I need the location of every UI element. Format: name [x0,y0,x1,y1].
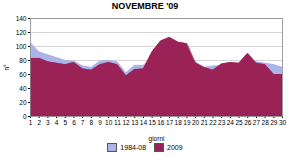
html-text:2009: 2009 [167,144,183,151]
svg-text:16: 16 [157,119,165,126]
svg-text:27: 27 [253,119,261,126]
svg-text:20: 20 [192,119,200,126]
svg-text:40: 40 [19,85,27,92]
svg-text:14: 14 [140,119,148,126]
svg-text:29: 29 [270,119,278,126]
svg-text:3: 3 [46,119,50,126]
svg-text:26: 26 [244,119,252,126]
svg-text:1: 1 [29,119,33,126]
svg-text:5: 5 [63,119,67,126]
html-text:1984-08: 1984-08 [120,144,147,151]
svg-text:30: 30 [279,119,287,126]
svg-text:9: 9 [98,119,102,126]
svg-text:28: 28 [262,119,270,126]
svg-text:0: 0 [23,113,27,120]
svg-text:7: 7 [81,119,85,126]
svg-text:12: 12 [122,119,130,126]
svg-text:24: 24 [227,119,235,126]
svg-text:2: 2 [37,119,41,126]
svg-text:11: 11 [114,119,121,126]
svg-text:22: 22 [209,119,217,126]
svg-text:20: 20 [19,99,27,106]
html-text:NOVEMBRE '09: NOVEMBRE '09 [111,1,179,11]
svg-text:17: 17 [166,119,174,126]
svg-text:19: 19 [183,119,191,126]
svg-text:10: 10 [105,119,113,126]
svg-text:18: 18 [175,119,183,126]
svg-text:giorni: giorni [149,135,165,143]
svg-text:4: 4 [55,119,59,126]
svg-text:25: 25 [235,119,243,126]
svg-text:21: 21 [201,119,209,126]
svg-text:8: 8 [90,119,94,126]
svg-text:13: 13 [131,119,139,126]
svg-text:100: 100 [16,43,27,50]
svg-text:140: 140 [16,15,27,22]
svg-text:23: 23 [218,119,226,126]
svg-text:6: 6 [72,119,76,126]
svg-text:15: 15 [149,119,157,126]
svg-text:120: 120 [16,29,27,36]
svg-text:n°: n° [3,64,10,71]
svg-text:60: 60 [19,71,27,78]
svg-text:80: 80 [19,57,27,64]
